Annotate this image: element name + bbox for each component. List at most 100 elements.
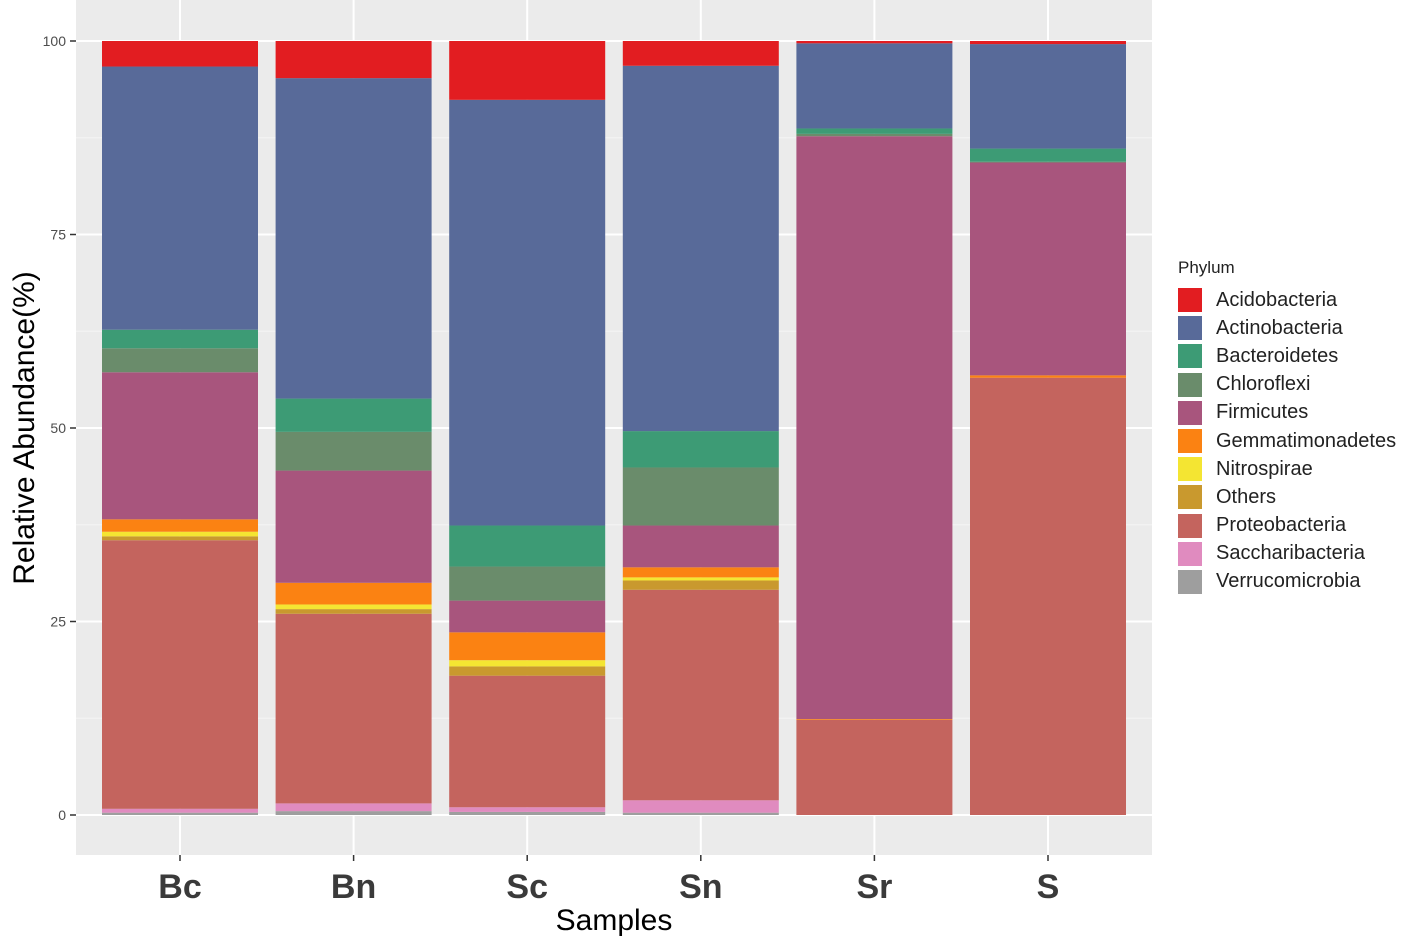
legend-item: Verrucomicrobia bbox=[1178, 568, 1414, 596]
x-tick-label: S bbox=[1037, 868, 1060, 906]
bar-segment-proteobacteria bbox=[622, 589, 779, 801]
legend-swatch bbox=[1178, 457, 1202, 482]
bar-segment-actinobacteria bbox=[622, 65, 779, 432]
bar-segment-others bbox=[275, 609, 432, 614]
bar-segment-actinobacteria bbox=[449, 99, 606, 526]
y-tick-label: 0 bbox=[58, 807, 66, 823]
bar-segment-verrucomicrobia bbox=[622, 812, 779, 815]
legend-swatch bbox=[1178, 316, 1202, 341]
legend-label: Chloroflexi bbox=[1216, 373, 1311, 396]
legend: Phylum Acidobacteria Actinobacteria Bacter… bbox=[1178, 258, 1414, 596]
bar-segment-bacteroidetes bbox=[970, 148, 1126, 162]
legend-item: Actinobacteria bbox=[1178, 314, 1414, 342]
x-tick-label: Sc bbox=[506, 868, 548, 906]
bar-segment-saccharibacteria bbox=[275, 803, 432, 812]
x-tick-label: Sr bbox=[856, 868, 892, 906]
legend-label: Firmicutes bbox=[1216, 401, 1309, 424]
bar-segment-actinobacteria bbox=[102, 66, 258, 330]
bar-segment-bacteroidetes bbox=[102, 329, 258, 349]
bar-segment-others bbox=[449, 666, 606, 676]
x-axis: Bc Bn Sc Sn Sr S bbox=[158, 855, 1059, 906]
bar-segment-bacteroidetes bbox=[275, 398, 432, 432]
bar-segment-chloroflexi bbox=[970, 161, 1126, 163]
bar-segment-others bbox=[622, 580, 779, 590]
bar-segment-bacteroidetes bbox=[622, 431, 779, 468]
legend-item: Bacteroidetes bbox=[1178, 342, 1414, 370]
bar-segment-nitrospirae bbox=[102, 531, 258, 537]
bar-segment-gemmatimonadetes bbox=[796, 719, 953, 720]
bar-segment-actinobacteria bbox=[275, 78, 432, 399]
x-tick-label: Bc bbox=[158, 868, 201, 906]
legend-item: Saccharibacteria bbox=[1178, 540, 1414, 568]
bar-segment-saccharibacteria bbox=[449, 807, 606, 812]
bar-segment-saccharibacteria bbox=[102, 808, 258, 813]
bar-segment-proteobacteria bbox=[275, 613, 432, 804]
legend-items: Acidobacteria Actinobacteria Bacteroidetes… bbox=[1178, 286, 1414, 596]
legend-title: Phylum bbox=[1178, 258, 1235, 277]
y-axis-title: Relative Abundance(%) bbox=[8, 271, 41, 585]
bar-segment-acidobacteria bbox=[275, 41, 432, 79]
legend-swatch bbox=[1178, 344, 1202, 369]
bar-segment-gemmatimonadetes bbox=[102, 519, 258, 532]
legend-swatch bbox=[1178, 429, 1202, 454]
legend-swatch bbox=[1178, 400, 1202, 425]
x-axis-title: Samples bbox=[556, 904, 673, 937]
bar-segment-firmicutes bbox=[622, 525, 779, 568]
legend-item: Proteobacteria bbox=[1178, 512, 1414, 540]
x-tick-label: Sn bbox=[679, 868, 722, 906]
bar-segment-firmicutes bbox=[275, 470, 432, 583]
bar-segment-gemmatimonadetes bbox=[970, 375, 1126, 378]
legend-label: Nitrospirae bbox=[1216, 457, 1313, 480]
legend-label: Gemmatimonadetes bbox=[1216, 429, 1397, 452]
bar-segment-firmicutes bbox=[970, 162, 1126, 376]
bar-stack-bn bbox=[275, 41, 432, 815]
bar-segment-acidobacteria bbox=[102, 41, 258, 67]
legend-item: Nitrospirae bbox=[1178, 455, 1414, 483]
bar-segment-nitrospirae bbox=[622, 577, 779, 581]
bar-stack-sn bbox=[622, 41, 779, 815]
bar-segment-chloroflexi bbox=[622, 467, 779, 526]
y-tick-label: 25 bbox=[50, 614, 66, 630]
legend-label: Others bbox=[1216, 485, 1277, 508]
bar-segment-bacteroidetes bbox=[449, 525, 606, 567]
bar-segment-verrucomicrobia bbox=[449, 811, 606, 815]
y-tick-label: 100 bbox=[43, 33, 67, 49]
legend-swatch bbox=[1178, 569, 1202, 594]
bars bbox=[102, 41, 1126, 815]
bar-segment-gemmatimonadetes bbox=[275, 582, 432, 605]
legend-item: Gemmatimonadetes bbox=[1178, 427, 1414, 455]
bar-segment-others bbox=[102, 536, 258, 541]
bar-stack-s bbox=[970, 41, 1126, 815]
bar-segment-actinobacteria bbox=[796, 43, 953, 129]
legend-item: Chloroflexi bbox=[1178, 371, 1414, 399]
bar-segment-acidobacteria bbox=[449, 41, 606, 100]
bar-segment-chloroflexi bbox=[275, 431, 432, 471]
bar-segment-chloroflexi bbox=[449, 566, 606, 601]
bar-segment-gemmatimonadetes bbox=[449, 632, 606, 661]
bar-segment-verrucomicrobia bbox=[102, 812, 258, 815]
legend-label: Verrucomicrobia bbox=[1216, 570, 1361, 593]
x-tick-label: Bn bbox=[331, 868, 376, 906]
bar-segment-chloroflexi bbox=[102, 348, 258, 373]
bar-segment-proteobacteria bbox=[970, 377, 1126, 815]
bar-segment-saccharibacteria bbox=[622, 800, 779, 813]
bar-segment-firmicutes bbox=[796, 136, 953, 720]
bar-segment-gemmatimonadetes bbox=[622, 567, 779, 578]
bar-stack-sr bbox=[796, 41, 953, 815]
legend-label: Proteobacteria bbox=[1216, 514, 1347, 537]
legend-label: Saccharibacteria bbox=[1216, 542, 1365, 565]
bar-segment-bacteroidetes bbox=[796, 128, 953, 134]
y-tick-label: 50 bbox=[50, 420, 66, 436]
legend-swatch bbox=[1178, 372, 1202, 397]
bar-segment-acidobacteria bbox=[622, 41, 779, 66]
bar-segment-firmicutes bbox=[102, 372, 258, 520]
legend-item: Firmicutes bbox=[1178, 399, 1414, 427]
legend-label: Bacteroidetes bbox=[1216, 344, 1339, 367]
legend-swatch bbox=[1178, 485, 1202, 510]
bar-segment-chloroflexi bbox=[796, 133, 953, 137]
bar-segment-acidobacteria bbox=[970, 41, 1126, 45]
y-axis: 0 25 50 75 100 bbox=[43, 33, 76, 823]
bar-segment-firmicutes bbox=[449, 600, 606, 633]
